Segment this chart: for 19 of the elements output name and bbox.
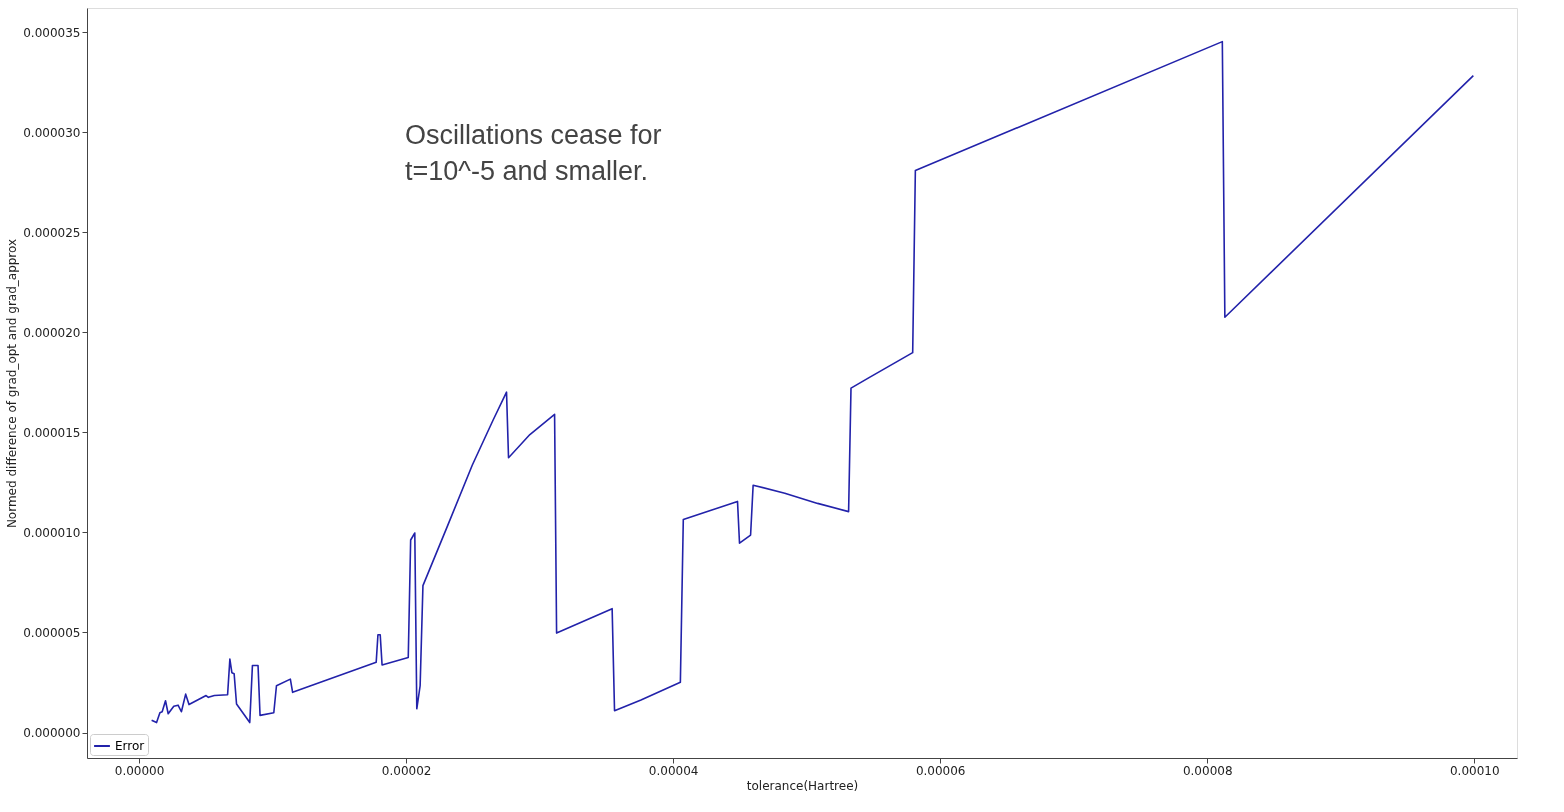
y-tick-label: 0.000025 — [23, 225, 81, 240]
x-tick-label: 0.00000 — [114, 763, 165, 778]
x-tick-label: 0.00004 — [648, 763, 699, 778]
x-tick-label: 0.00010 — [1449, 763, 1500, 778]
x-tick-label: 0.00002 — [381, 763, 432, 778]
y-tick-label: 0.000015 — [23, 425, 81, 440]
annotation: Oscillations cease for t=10^-5 and smaller. — [405, 120, 662, 186]
y-tick-label: 0.000035 — [23, 25, 81, 40]
x-tick-label: 0.00008 — [1182, 763, 1233, 778]
y-tick-label: 0.000010 — [23, 525, 81, 540]
x-tick-label: 0.00006 — [915, 763, 966, 778]
y-tick-label: 0.000020 — [23, 325, 81, 340]
y-tick-label: 0.000030 — [23, 125, 81, 140]
x-axis-title: tolerance(Hartree) — [746, 778, 859, 793]
y-tick-label: 0.000005 — [23, 626, 81, 640]
legend-label: Error — [115, 739, 145, 753]
line-series — [150, 40, 1475, 724]
y-tick-label: 0.000000 — [23, 726, 81, 741]
y-axis-title: Normed difference of grad_opt and grad_approx — [5, 238, 20, 529]
